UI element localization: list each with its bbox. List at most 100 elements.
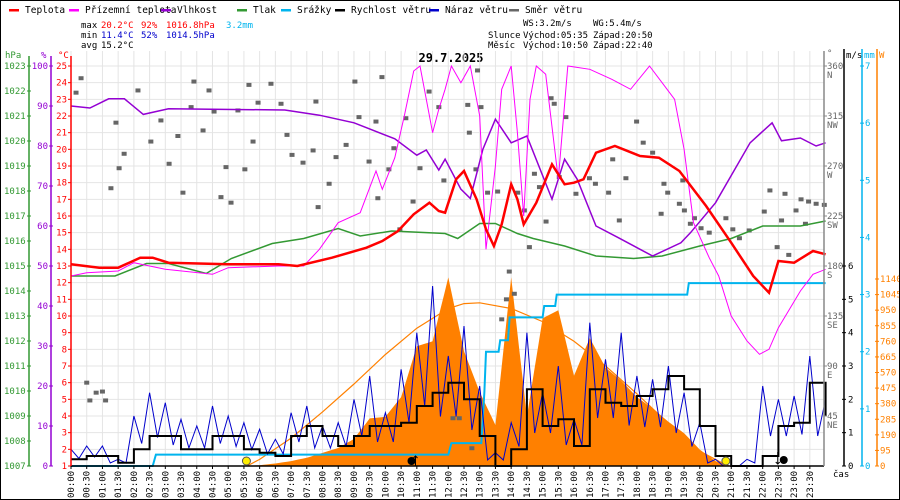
humidity-tick-label: 100 [32,62,48,72]
wind-direction-point [536,185,542,190]
solar-clear-sky-line [246,302,729,467]
temperature-tick-label: 7 [62,362,67,372]
wind-direction-point [802,221,808,226]
direction-tick-degrees: 225 [827,212,843,222]
temperature-tick-label: 16 [56,212,67,222]
humidity-tick-label: 20 [37,382,48,392]
x-tick-label: 07:00 [287,471,297,498]
legend: Teplota Přízemní teplota Vlhkost Tlak Srážky… [9,5,582,16]
wind-direction-point [676,201,682,206]
min-humidity: 52% [141,31,158,41]
wind-direction-point [343,142,349,147]
pressure-tick-label: 1023 [4,62,26,72]
max-pressure: 1016.8hPa [166,21,215,31]
moonrise-icon [407,457,416,465]
direction-tick-compass: NW [827,121,838,131]
temperature-tick-label: 21 [56,129,67,139]
wind-direction-point [691,216,697,221]
direction-tick-degrees: 270 [827,162,843,172]
wind-tick-label: 1 [848,429,853,439]
solar-tick-label: 760 [880,337,896,347]
x-tick-label: 05:00 [224,471,234,498]
wind-direction-point [310,148,316,153]
wind-direction-point [746,228,752,233]
legend-swatch-3 [237,9,247,12]
pressure-axis-unit: hPa [5,51,21,61]
solar-radiation-area [71,277,826,466]
moonset-arrow-icon [775,452,781,465]
legend-label: Směr větru [525,5,582,16]
direction-tick-compass: W [827,171,833,181]
legend-label: Vlhkost [177,5,217,16]
wind-direction-point [573,191,579,196]
wind-direction-point [313,99,319,104]
rain-tick-label: 0 [865,462,870,472]
legend-swatch-0 [9,9,19,12]
wind-direction-point [478,105,484,110]
wind-direction-point [188,105,194,110]
x-tick-label: 22:00 [759,471,769,498]
x-tick-label: 22:30 [774,471,784,498]
rain-tick-label: 6 [865,119,870,129]
wind-direction-point [466,130,472,135]
wind-direction-point [391,146,397,151]
temperature-axis-unit: °C [58,51,69,61]
max-label: max [81,21,98,31]
legend-label: Teplota [25,5,65,16]
wind-direction-point [485,190,491,195]
wind-direction-point [108,186,114,191]
pressure-tick-label: 1008 [4,437,26,447]
wind-direction-point [246,82,252,87]
sun-rise: Východ:05:35 [523,31,588,41]
solar-tick-label: 950 [880,306,896,316]
pressure-tick-label: 1017 [4,212,26,222]
x-tick-label: 21:30 [743,471,753,498]
wind-direction-point [78,76,84,81]
wind-direction-point [228,200,234,205]
pressure-tick-label: 1019 [4,162,26,172]
wind-direction-point [650,150,656,155]
wind-direction-point [235,108,241,113]
wind-direction-point [767,188,773,193]
wind-direction-point [73,90,79,95]
wind-direction-point [661,181,667,186]
x-tick-label: 20:30 [712,471,722,498]
wind-direction-point [410,199,416,204]
wind-direction-point [84,380,90,385]
direction-tick-compass: S [827,271,832,281]
pressure-tick-label: 1010 [4,387,26,397]
solar-tick-label: 665 [880,353,896,363]
wind-direction-point [99,389,105,394]
humidity-tick-label: 80 [37,142,48,152]
temperature-tick-label: 9 [62,329,67,339]
temperature-tick-label: 17 [56,195,67,205]
wind-direction-point [616,218,622,223]
direction-tick-compass: SW [827,221,838,231]
wind-direction-point [526,245,532,250]
wind-direction-point [278,101,284,106]
wind-direction-point [706,230,712,235]
wind-direction-point [515,190,521,195]
solar-tick-label: 380 [880,400,896,410]
temperature-line [70,144,826,296]
wind-direction-point [113,120,119,125]
wind-direction-point [680,178,686,183]
wind-direction-point [723,216,729,221]
humidity-tick-label: 40 [37,302,48,312]
wind-axis-unit: m/s [846,51,862,61]
max-temp: 20.2°C [101,21,134,31]
legend-swatch-7 [509,9,519,12]
wind-direction-point [356,115,362,120]
temperature-tick-label: 25 [56,62,67,72]
x-tick-label: 04:30 [208,471,218,498]
wind-direction-point [386,167,392,172]
x-tick-label: 06:30 [271,471,281,498]
wind-direction-point [166,161,172,166]
x-tick-label: 12:30 [460,471,470,498]
wind-direction-point [436,105,442,110]
temperature-tick-label: 18 [56,179,67,189]
avg-temp: 15.2°C [101,41,134,51]
temperature-tick-label: 8 [62,345,67,355]
